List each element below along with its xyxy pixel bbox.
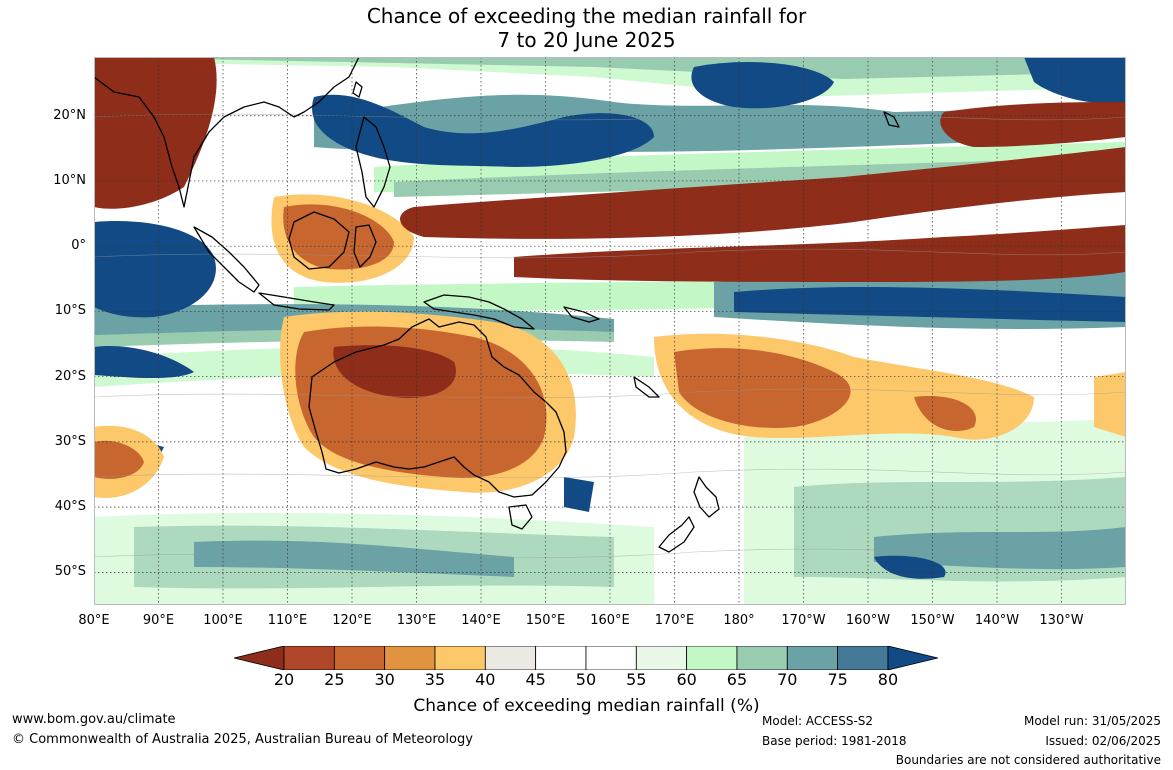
title-line-2: 7 to 20 June 2025 bbox=[497, 28, 676, 52]
longitude-label: 80°E bbox=[78, 613, 110, 628]
colorbar-segment bbox=[585, 645, 637, 671]
longitude-label: 160°E bbox=[590, 613, 630, 628]
latitude-label: 0° bbox=[71, 238, 86, 254]
longitude-label: 110°E bbox=[267, 613, 308, 628]
base-period: Base period: 1981-2018 bbox=[762, 734, 907, 748]
colorbar-tick-label: 35 bbox=[424, 670, 446, 689]
colorbar-segment bbox=[484, 645, 537, 671]
borneo-coastline bbox=[288, 211, 350, 270]
website-link[interactable]: www.bom.gov.au/climate bbox=[12, 712, 176, 727]
colorbar-tick-label: 50 bbox=[575, 670, 597, 689]
copyright-text: © Commonwealth of Australia 2025, Austra… bbox=[12, 732, 473, 747]
philippines-coastline bbox=[355, 116, 391, 208]
longitude-label: 150°E bbox=[525, 613, 566, 628]
longitude-label: 90°E bbox=[142, 613, 175, 628]
australia-coastline bbox=[308, 318, 567, 498]
latitude-label: 40°S bbox=[54, 499, 86, 515]
colorbar-segment bbox=[786, 645, 839, 671]
colorbar-label: Chance of exceeding median rainfall (%) bbox=[413, 696, 760, 716]
latitude-label: 20°S bbox=[54, 368, 86, 384]
longitude-label: 120°E bbox=[332, 613, 372, 628]
new-zealand-coastline bbox=[658, 476, 720, 553]
java-coastline bbox=[258, 292, 335, 311]
latitude-label: 30°S bbox=[54, 433, 86, 449]
longitude-label: 130°E bbox=[396, 613, 437, 628]
title-line-1: Chance of exceeding the median rainfall … bbox=[366, 4, 807, 28]
new-caledonia-coastline bbox=[633, 376, 660, 398]
longitude-label: 130°W bbox=[1039, 613, 1084, 628]
colorbar-tick-label: 60 bbox=[676, 670, 697, 689]
colorbar-segment bbox=[434, 645, 486, 671]
dark-brown-anomaly-areas bbox=[94, 57, 1126, 398]
rainfall-map bbox=[94, 57, 1126, 605]
colorbar-extend-low bbox=[233, 645, 285, 671]
graticule bbox=[94, 57, 1126, 605]
latitude-label: 20°N bbox=[53, 107, 86, 123]
tasmania-coastline bbox=[508, 504, 533, 530]
colorbar-svg bbox=[233, 645, 939, 671]
colorbar-tick-label: 25 bbox=[324, 670, 345, 689]
colorbar-extend-high bbox=[887, 645, 939, 671]
map-title: Chance of exceeding the median rainfall … bbox=[0, 4, 1173, 52]
colorbar-segment bbox=[635, 645, 688, 671]
hawaii-coastline bbox=[883, 111, 900, 128]
sumatra-coastline bbox=[193, 226, 260, 293]
colorbar-tick-label: 65 bbox=[726, 670, 748, 689]
boundaries-disclaimer: Boundaries are not considered authoritat… bbox=[895, 753, 1161, 767]
colorbar-segment bbox=[736, 645, 788, 671]
coastlines bbox=[94, 57, 900, 553]
colorbar-tick-label: 20 bbox=[273, 670, 295, 689]
colorbar-segment bbox=[535, 645, 587, 671]
asia-mainland-coastline bbox=[94, 57, 360, 208]
colorbar-segment bbox=[686, 645, 738, 671]
longitude-label: 140°W bbox=[974, 613, 1020, 628]
model-name: Model: ACCESS-S2 bbox=[762, 714, 874, 728]
colorbar-tick-label: 75 bbox=[827, 670, 848, 689]
model-run-date: Model run: 31/05/2025 bbox=[1023, 714, 1161, 728]
colorbar bbox=[233, 645, 939, 671]
issued-date: Issued: 02/06/2025 bbox=[1045, 734, 1161, 748]
longitude-label: 170°E bbox=[654, 613, 695, 628]
colorbar-segment bbox=[384, 645, 436, 671]
colorbar-tick-label: 55 bbox=[626, 670, 647, 689]
latitude-label: 10°N bbox=[53, 172, 86, 188]
colorbar-segment bbox=[333, 645, 386, 671]
latitude-label: 50°S bbox=[54, 564, 86, 580]
contour-lines bbox=[94, 113, 1126, 559]
longitude-label: 180° bbox=[723, 613, 755, 628]
colorbar-tick-label: 80 bbox=[877, 670, 899, 689]
map-frame bbox=[94, 57, 1126, 605]
solomon-islands-coastline bbox=[563, 306, 600, 323]
longitude-label: 150°W bbox=[910, 613, 955, 628]
colorbar-tick-label: 40 bbox=[475, 670, 496, 689]
rainfall-map-svg bbox=[94, 57, 1126, 605]
colorbar-tick-label: 70 bbox=[777, 670, 798, 689]
longitude-label: 100°E bbox=[203, 613, 243, 628]
longitude-label: 140°E bbox=[461, 613, 501, 628]
longitude-label: 170°W bbox=[781, 613, 826, 628]
sulawesi-coastline bbox=[353, 224, 377, 268]
longitude-label: 160°W bbox=[845, 613, 891, 628]
taiwan-coastline bbox=[352, 81, 363, 98]
new-guinea-coastline bbox=[423, 294, 535, 330]
colorbar-segment bbox=[283, 645, 335, 671]
colorbar-segment bbox=[837, 645, 889, 671]
colorbar-tick-label: 30 bbox=[374, 670, 395, 689]
latitude-label: 10°S bbox=[54, 303, 86, 319]
dark-blue-anomaly-areas bbox=[94, 57, 1126, 579]
colorbar-tick-label: 45 bbox=[525, 670, 546, 689]
